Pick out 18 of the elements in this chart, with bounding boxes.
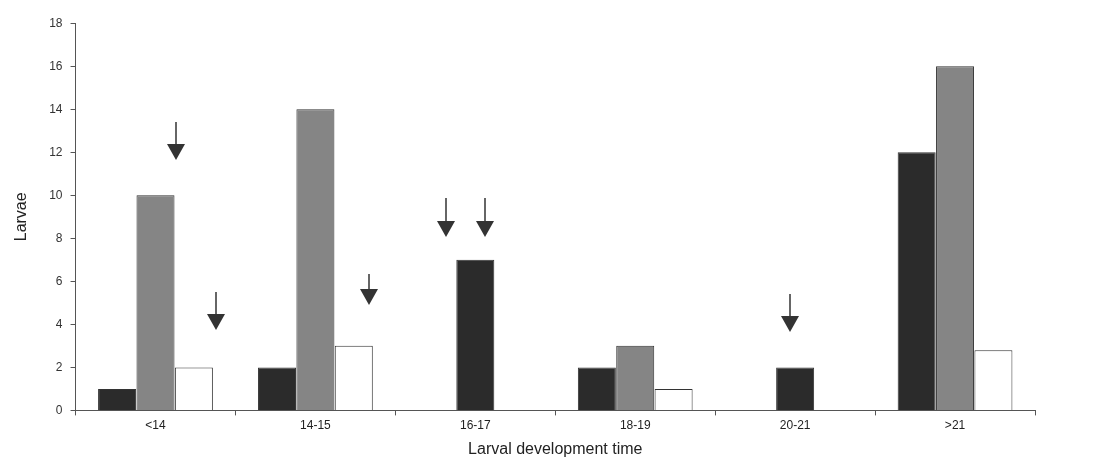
x-tick-label: 14-15: [300, 417, 332, 432]
x-axis-title: Larval development time: [468, 439, 643, 457]
y-axis-title: Larvae: [12, 192, 30, 242]
y-tick-label: 16: [49, 58, 63, 73]
y-tick-label: 2: [55, 359, 63, 374]
y-tick-label: 4: [55, 316, 63, 331]
x-tick-label: <14: [145, 417, 166, 432]
y-tick-label: 10: [49, 187, 63, 202]
y-tick-label: 18: [49, 15, 63, 30]
x-tick-label: 18-19: [619, 417, 651, 432]
y-tick-label: 12: [49, 144, 63, 159]
y-tick-label: 8: [55, 230, 63, 245]
y-tick-label: 6: [55, 273, 63, 288]
y-tick-label: 0: [55, 402, 63, 417]
y-tick-label: 14: [49, 101, 63, 116]
x-tick-label: >21: [944, 417, 966, 432]
x-tick-label: 20-21: [779, 417, 811, 432]
x-tick-label: 16-17: [459, 417, 491, 432]
